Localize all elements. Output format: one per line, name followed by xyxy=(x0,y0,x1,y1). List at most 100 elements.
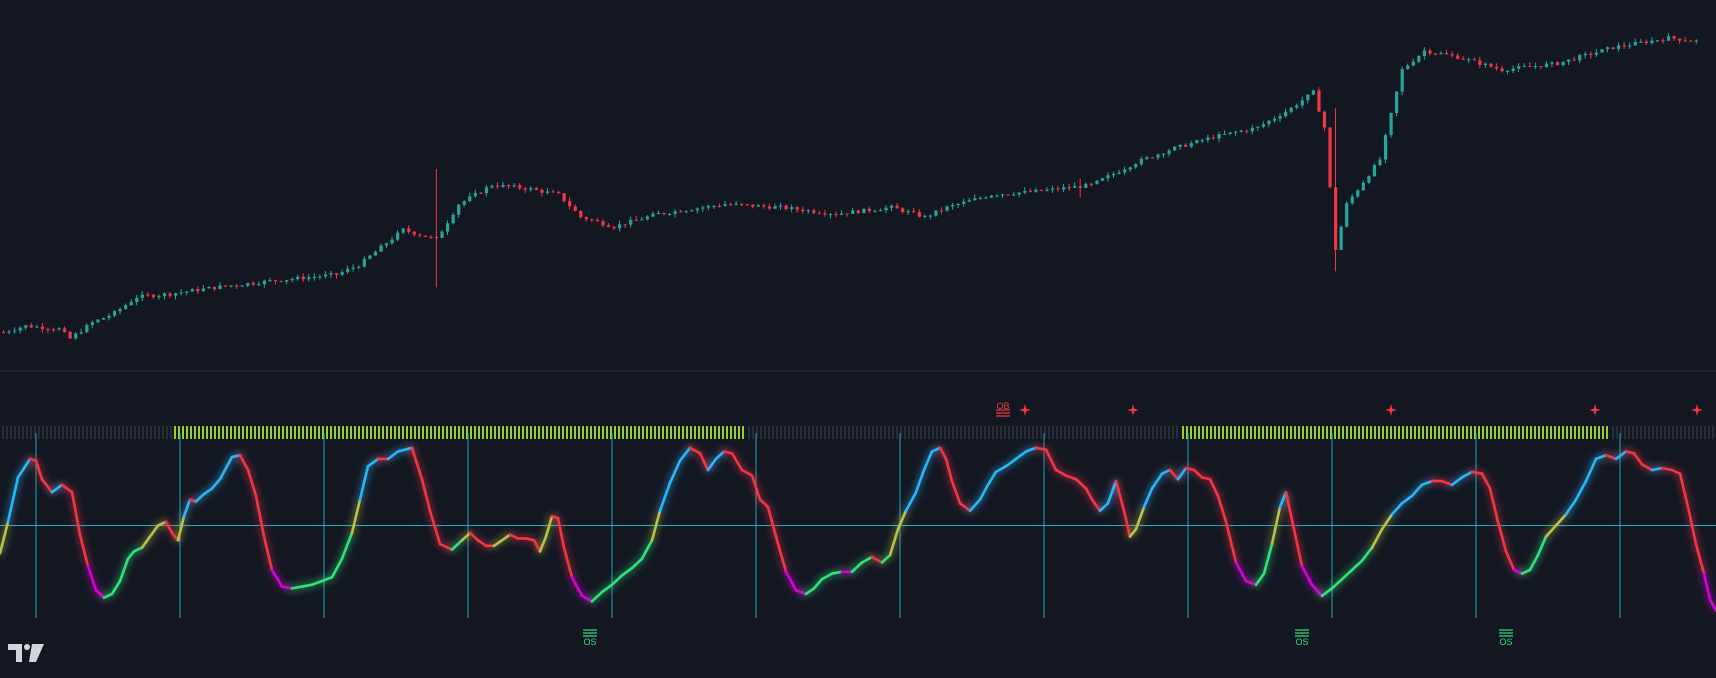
candle-body xyxy=(901,208,905,213)
candle-body xyxy=(451,214,455,224)
regime-tick xyxy=(266,426,268,439)
regime-tick xyxy=(1390,426,1392,439)
regime-tick xyxy=(174,426,176,439)
oscillator-segment xyxy=(1504,550,1516,572)
candle-body xyxy=(1605,47,1610,50)
candle-body xyxy=(845,213,849,215)
candle-body xyxy=(1600,49,1604,53)
candle-body xyxy=(1489,63,1493,67)
regime-tick xyxy=(1644,426,1646,439)
oscillator-segment xyxy=(1694,542,1706,575)
candle-body xyxy=(679,211,683,213)
regime-tick xyxy=(932,426,934,439)
regime-tick xyxy=(502,426,504,439)
oscillator-segment xyxy=(1270,505,1282,546)
oscillator-segment xyxy=(1554,513,1568,527)
candle-body xyxy=(912,211,916,213)
candle-body xyxy=(1511,68,1515,72)
price-pane[interactable] xyxy=(2,33,1698,340)
candle-body xyxy=(1056,188,1060,190)
regime-tick xyxy=(960,426,962,439)
oscillator-segment xyxy=(94,588,106,599)
regime-tick xyxy=(1342,426,1344,439)
candle-body xyxy=(1383,135,1388,160)
regime-tick xyxy=(110,426,112,439)
regime-tick xyxy=(1290,426,1292,439)
candle-body xyxy=(290,279,294,281)
regime-tick xyxy=(170,426,172,439)
regime-tick xyxy=(1202,426,1204,439)
candle-body xyxy=(795,207,799,210)
logo-mark-v xyxy=(29,644,44,662)
regime-tick xyxy=(1708,426,1710,439)
oscillator-segment xyxy=(1098,501,1110,513)
regime-tick xyxy=(90,426,92,439)
regime-tick xyxy=(1446,426,1448,439)
regime-tick xyxy=(1458,426,1460,439)
candle-body xyxy=(878,210,883,212)
candle-body xyxy=(740,203,744,205)
tradingview-logo-icon[interactable] xyxy=(8,642,44,664)
candle-body xyxy=(1284,111,1288,117)
regime-tick xyxy=(764,426,766,439)
oscillator-segment xyxy=(904,490,918,513)
oscillator-segment xyxy=(70,490,82,537)
candle-body xyxy=(1067,187,1071,189)
candle-body xyxy=(779,205,783,207)
candle-body xyxy=(523,188,527,190)
candle-body xyxy=(1422,50,1426,56)
oscillator-segment xyxy=(950,479,962,505)
regime-tick xyxy=(602,426,604,439)
candle-body xyxy=(74,333,78,339)
candle-body xyxy=(978,197,982,199)
candle-body xyxy=(113,311,117,316)
candle-body xyxy=(46,329,50,331)
regime-tick xyxy=(1542,426,1544,439)
candle-body xyxy=(7,331,11,333)
candle-body xyxy=(1583,53,1587,56)
regime-tick xyxy=(1298,426,1300,439)
regime-tick xyxy=(1534,426,1536,439)
candle-body xyxy=(1311,90,1315,95)
regime-tick xyxy=(726,426,728,439)
candle-body xyxy=(601,221,605,226)
regime-tick xyxy=(952,426,954,439)
regime-tick xyxy=(968,426,970,439)
regime-tick xyxy=(916,426,918,439)
regime-tick xyxy=(944,426,946,439)
regime-tick xyxy=(1230,426,1232,439)
oscillator-segment xyxy=(1142,487,1154,509)
candle-body xyxy=(923,215,927,217)
regime-tick xyxy=(1052,426,1054,439)
regime-tick xyxy=(792,426,794,439)
regime-tick xyxy=(262,426,264,439)
candle-body xyxy=(162,293,167,296)
candle-body xyxy=(518,185,522,189)
candle-body xyxy=(973,198,977,201)
regime-tick xyxy=(338,426,340,439)
candle-body xyxy=(396,232,400,240)
regime-tick xyxy=(578,426,580,439)
candle-body xyxy=(40,326,45,330)
regime-tick xyxy=(462,426,464,439)
candle-body xyxy=(1145,157,1149,159)
candle-body xyxy=(840,213,844,215)
regime-tick xyxy=(190,426,192,439)
oscillator-pane[interactable]: OB OS OS OS xyxy=(0,401,1716,647)
oscillator-segment xyxy=(1450,476,1464,487)
candle-body xyxy=(346,268,350,272)
regime-tick xyxy=(1164,426,1166,439)
candle-body xyxy=(951,205,955,207)
regime-tick xyxy=(868,426,870,439)
oscillator-segment xyxy=(1090,498,1102,513)
regime-tick xyxy=(1538,426,1540,439)
regime-tick xyxy=(450,426,452,439)
regime-tick xyxy=(1406,426,1408,439)
regime-tick xyxy=(1250,426,1252,439)
oscillator-segment xyxy=(1604,453,1618,461)
regime-tick xyxy=(114,426,116,439)
oscillator-segment xyxy=(524,537,536,542)
regime-tick xyxy=(270,426,272,439)
candle-body xyxy=(767,206,772,209)
candle-body xyxy=(995,195,999,197)
